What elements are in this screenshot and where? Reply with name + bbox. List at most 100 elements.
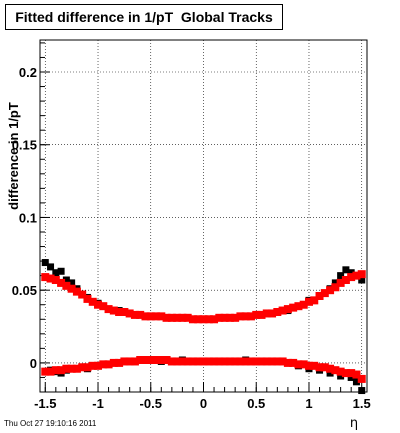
data-point-red: [152, 312, 161, 321]
data-point-red: [326, 364, 335, 373]
data-point-red: [104, 305, 113, 314]
data-point-red: [320, 363, 329, 372]
data-point-red: [304, 361, 313, 370]
data-point-red: [136, 310, 145, 319]
data-point-red: [51, 276, 60, 284]
data-point-red: [41, 367, 50, 376]
data-point-red: [352, 271, 361, 280]
data-point-red: [225, 357, 234, 366]
data-point-red: [99, 302, 108, 311]
data-point-red: [88, 297, 97, 306]
data-point-red: [173, 357, 182, 366]
data-point-black: [347, 373, 355, 381]
data-point-red: [347, 369, 356, 378]
data-point-red: [88, 361, 97, 370]
data-point-black: [337, 272, 345, 280]
data-point-red: [78, 290, 87, 299]
data-point-red: [220, 313, 229, 322]
data-point-red: [194, 357, 203, 366]
data-point-red: [188, 315, 197, 324]
data-point-red: [231, 313, 240, 322]
data-point-red: [199, 315, 208, 324]
data-point-red: [141, 312, 150, 321]
data-point-red: [78, 363, 87, 372]
data-point-red: [109, 358, 118, 367]
data-point-black: [337, 372, 345, 380]
data-point-red: [162, 356, 171, 364]
data-point-red: [51, 366, 60, 375]
data-point-red: [315, 363, 324, 372]
data-point-black: [347, 269, 355, 277]
data-point-black: [326, 369, 334, 377]
data-point-red: [115, 358, 124, 367]
data-point-black: [358, 276, 366, 284]
data-point-red: [72, 287, 81, 296]
data-point-red: [336, 278, 345, 287]
data-point-red: [146, 356, 155, 364]
data-point-red: [225, 313, 234, 322]
chart-title: Fitted difference in 1/pT Global Tracks: [5, 4, 283, 30]
data-point-red: [299, 300, 308, 309]
data-point-red: [294, 302, 303, 311]
data-point-red: [115, 308, 124, 316]
data-point-red: [357, 374, 366, 383]
y-tick-label: 0.1: [19, 210, 37, 225]
data-point-red: [326, 286, 335, 295]
x-tick-label: 0: [200, 396, 207, 411]
data-point-red: [178, 313, 187, 322]
data-point-red: [241, 357, 250, 366]
data-point-red: [315, 292, 324, 300]
data-point-red: [246, 312, 255, 321]
data-point-red: [257, 357, 266, 366]
data-point-red: [183, 313, 192, 322]
y-tick-label: 0: [30, 356, 37, 371]
data-point-red: [252, 310, 261, 319]
data-point-red: [41, 273, 50, 282]
data-point-red: [262, 357, 271, 366]
data-point-red: [310, 296, 319, 305]
data-point-red: [62, 364, 71, 373]
data-point-red: [46, 367, 55, 376]
data-point-red: [289, 358, 298, 367]
data-point-red: [236, 357, 245, 366]
tick-labels: -1.5 -1 -0.5 0 0.5 1 1.5 0 0.05 0.1 0.15 0.2: [12, 65, 371, 411]
data-point-black: [57, 267, 65, 275]
data-point-red: [336, 367, 345, 376]
data-point-black: [52, 269, 60, 277]
x-tick-label: -0.5: [140, 396, 162, 411]
x-tick-label: 0.5: [247, 396, 265, 411]
data-point-black: [62, 276, 70, 284]
data-point-red: [125, 309, 134, 318]
y-tick-label: 0.2: [19, 65, 37, 80]
data-point-red: [310, 361, 319, 370]
data-point-red: [125, 357, 134, 366]
data-point-red: [146, 312, 155, 321]
data-point-red: [57, 366, 66, 375]
data-point-red: [152, 356, 161, 364]
data-point-red: [62, 281, 71, 290]
data-point-black: [342, 266, 350, 274]
data-point-red: [215, 313, 224, 322]
y-tick-label: 0.15: [12, 138, 37, 153]
data-point-red: [199, 357, 208, 366]
data-point-red: [194, 315, 203, 324]
data-point-red: [109, 306, 118, 315]
data-point-red: [289, 303, 298, 312]
y-tick-label: 0.05: [12, 283, 37, 298]
data-point-red: [299, 360, 308, 369]
data-point-red: [283, 305, 292, 314]
data-point-red: [304, 297, 313, 306]
data-point-red: [83, 294, 92, 303]
data-markers: [41, 259, 366, 395]
x-tick-label: 1: [305, 396, 312, 411]
data-point-red: [94, 361, 103, 370]
data-point-red: [262, 309, 271, 318]
x-tick-label: 1.5: [353, 396, 371, 411]
plot-frame: [39, 39, 368, 393]
data-point-red: [204, 357, 213, 366]
data-point-red: [252, 357, 261, 366]
data-point-red: [183, 357, 192, 366]
data-point-red: [347, 273, 356, 282]
data-point-red: [257, 310, 266, 319]
grid-lines: [40, 40, 367, 392]
